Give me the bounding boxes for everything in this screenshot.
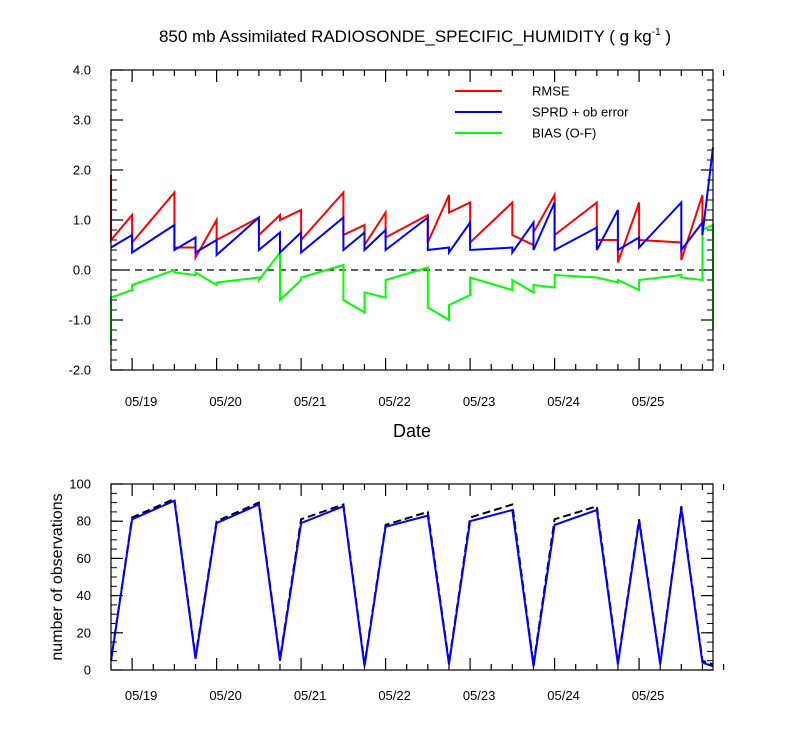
x-tick-label: 05/24 (547, 688, 580, 703)
series-line-sprd-ob-error (110, 147, 714, 258)
x-tick-label: 05/22 (378, 394, 411, 409)
x-tick-label: 05/21 (294, 688, 327, 703)
x-tick-label: 05/23 (463, 688, 496, 703)
legend-label: RMSE (532, 84, 570, 99)
y-tick-label: 100 (69, 477, 91, 492)
y-tick-label: 0.0 (73, 263, 91, 278)
x-tick-label: 05/23 (463, 394, 496, 409)
series-line-solid (110, 499, 714, 668)
x-tick-label: 05/22 (378, 688, 411, 703)
series-line-bias-o-f (110, 223, 714, 345)
x-tick-label: 05/21 (294, 394, 327, 409)
y-tick-label: 40 (77, 588, 91, 603)
y-tick-label: 1.0 (73, 213, 91, 228)
y-tick-label: 60 (77, 551, 91, 566)
y-tick-label: -2.0 (69, 363, 91, 378)
y-tick-label: 0 (84, 663, 91, 678)
y-axis-label-observations: number of observations (49, 493, 66, 660)
bottom-panel: 100 80 60 40 20 0 05/19 05/20 05/21 05/22 05/23 05/… (69, 477, 725, 703)
y-tick-label: -1.0 (69, 313, 91, 328)
y-tick-label: 80 (77, 514, 91, 529)
x-tick-label: 05/25 (632, 394, 665, 409)
x-tick-label: 05/20 (209, 394, 242, 409)
series-line-dashed (110, 497, 714, 666)
legend-label: BIAS (O-F) (532, 126, 596, 141)
plot-frame (110, 69, 714, 371)
y-tick-label: 4.0 (73, 63, 91, 78)
x-axis-label: Date (393, 421, 431, 441)
x-tick-label: 05/19 (125, 688, 158, 703)
plot-frame (110, 483, 714, 671)
legend-label: SPRD + ob error (532, 105, 629, 120)
y-tick-label: 2.0 (73, 163, 91, 178)
x-tick-label: 05/24 (547, 394, 580, 409)
chart-title: 850 mb Assimilated RADIOSONDE_SPECIFIC_H… (159, 27, 671, 46)
x-tick-label: 05/19 (125, 394, 158, 409)
top-panel: 4.0 3.0 2.0 1.0 0.0 -1.0 -2.0 05/19 05/20 05/21 05… (69, 63, 725, 409)
y-tick-label: 20 (77, 625, 91, 640)
x-tick-label: 05/20 (209, 688, 242, 703)
x-tick-label: 05/25 (632, 688, 665, 703)
y-tick-label: 3.0 (73, 113, 91, 128)
